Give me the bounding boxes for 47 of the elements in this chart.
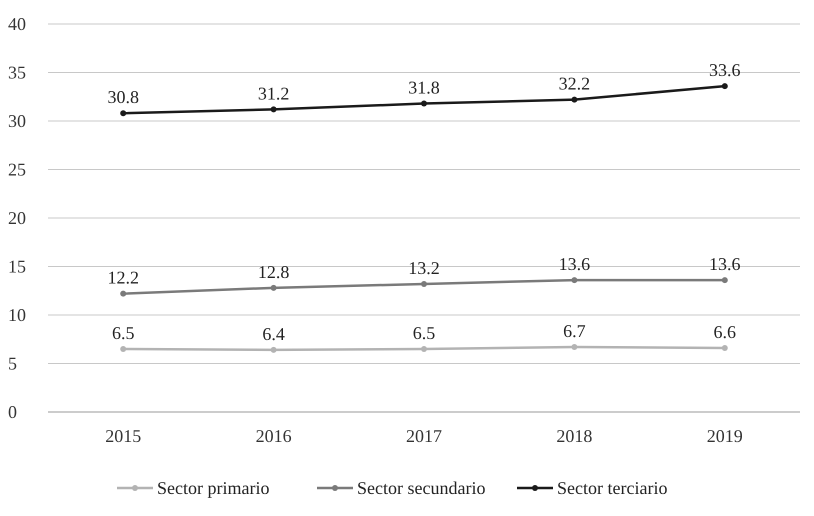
y-tick-label: 25 — [8, 160, 26, 180]
y-tick-label: 40 — [8, 14, 26, 34]
y-tick-label: 0 — [8, 402, 17, 422]
data-label: 13.6 — [558, 254, 590, 274]
data-label: 31.8 — [408, 78, 440, 98]
x-tick-label: 2018 — [556, 426, 592, 446]
point — [722, 277, 728, 284]
data-label: 31.2 — [258, 83, 290, 104]
y-tick-label: 15 — [8, 256, 26, 276]
data-label: 6.5 — [412, 322, 436, 343]
x-tick-label: 2019 — [706, 426, 743, 446]
y-tick-label: 30 — [8, 111, 26, 131]
legend-label: Sector terciario — [557, 478, 668, 498]
data-label: 12.8 — [258, 262, 290, 282]
y-tick-label: 20 — [8, 208, 26, 228]
data-label: 6.4 — [262, 324, 285, 344]
data-label: 6.5 — [112, 322, 134, 343]
x-tick-label: 2016 — [256, 426, 292, 446]
point — [421, 280, 427, 287]
point — [571, 277, 578, 284]
data-label: 33.6 — [709, 60, 741, 80]
data-label: 6.6 — [714, 322, 736, 342]
x-tick-label: 2017 — [406, 426, 442, 446]
x-tick-label: 2015 — [105, 426, 142, 446]
legend-label: Sector secundario — [357, 478, 486, 498]
point — [270, 106, 277, 112]
point — [421, 346, 427, 352]
point — [270, 284, 277, 291]
point — [571, 96, 578, 103]
data-label: 13.6 — [709, 254, 741, 274]
point — [120, 346, 126, 352]
point — [120, 110, 126, 116]
y-tick-label: 10 — [8, 305, 26, 325]
data-label: 6.7 — [563, 321, 586, 342]
y-tick-label: 5 — [8, 354, 17, 374]
data-label: 13.2 — [408, 258, 440, 278]
point — [270, 346, 277, 353]
point — [421, 100, 427, 107]
legend-label: Sector primario — [157, 478, 270, 498]
data-label: 12.2 — [107, 268, 139, 288]
point — [722, 344, 728, 351]
point — [722, 83, 728, 90]
point — [571, 344, 578, 350]
y-tick-label: 35 — [8, 62, 26, 82]
data-label: 32.2 — [558, 74, 590, 94]
data-label: 30.8 — [107, 87, 139, 108]
point — [120, 290, 126, 297]
